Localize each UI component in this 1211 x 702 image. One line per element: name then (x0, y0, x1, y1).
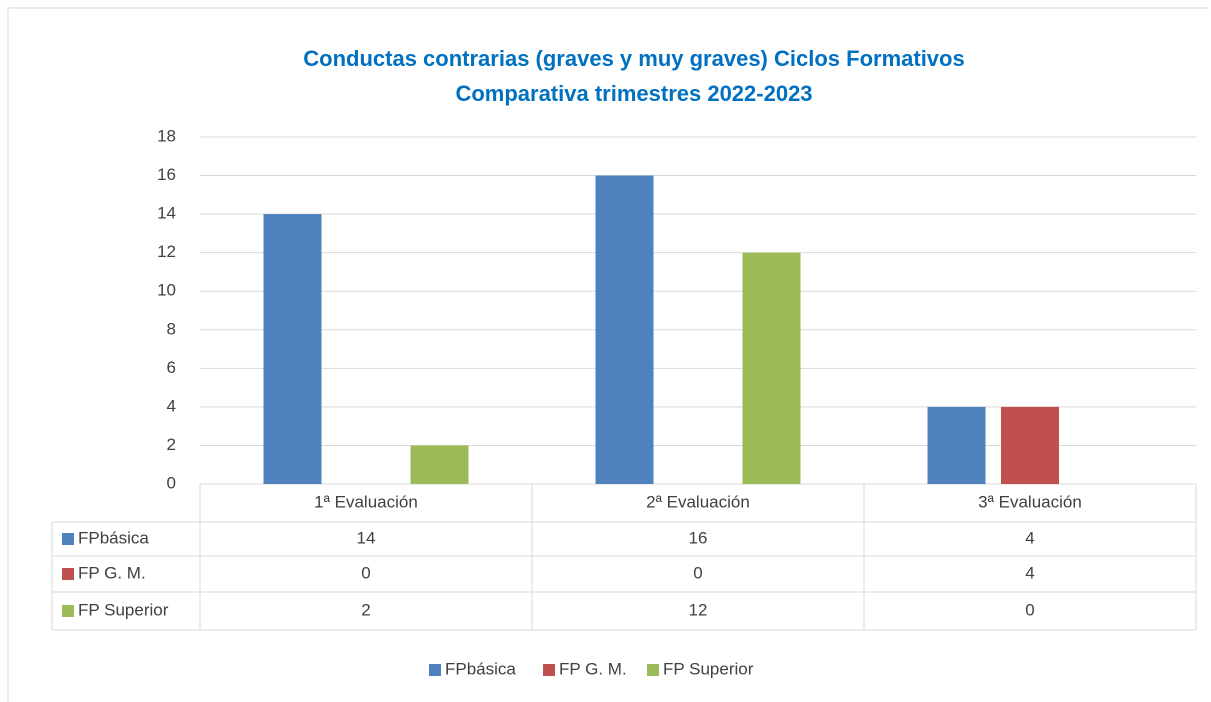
x-tick-label: 1ª Evaluación (314, 492, 418, 511)
y-tick-label: 2 (167, 435, 176, 454)
legend-key (429, 664, 441, 676)
chart-border (7, 7, 1209, 702)
bar (263, 214, 322, 484)
legend-key (647, 664, 659, 676)
table-value: 0 (1025, 600, 1034, 619)
y-tick-label: 6 (167, 358, 176, 377)
table-value: 0 (361, 563, 370, 582)
table-legend-key (62, 605, 74, 617)
table-legend-key (62, 533, 74, 545)
bar (410, 445, 469, 484)
table-value: 4 (1025, 563, 1034, 582)
y-tick-label: 4 (167, 396, 176, 415)
bar (1001, 406, 1059, 484)
y-tick-label: 0 (167, 473, 176, 492)
x-tick-label: 2ª Evaluación (646, 492, 750, 511)
legend-label: FPbásica (445, 659, 516, 678)
bar (595, 175, 654, 485)
table-value: 12 (689, 600, 708, 619)
chart-title: Conductas contrarias (graves y muy grave… (303, 46, 964, 71)
bar (742, 252, 801, 484)
table-series-name: FP G. M. (78, 563, 146, 582)
table-value: 14 (357, 528, 376, 547)
legend-label: FP G. M. (559, 659, 627, 678)
y-tick-label: 16 (157, 165, 176, 184)
x-tick-label: 3ª Evaluación (978, 492, 1082, 511)
y-tick-label: 12 (157, 242, 176, 261)
table-series-name: FP Superior (78, 600, 169, 619)
legend-label: FP Superior (663, 659, 754, 678)
table-value: 4 (1025, 528, 1034, 547)
y-tick-label: 8 (167, 319, 176, 338)
y-tick-label: 10 (157, 281, 176, 300)
y-tick-label: 14 (157, 204, 176, 223)
table-series-name: FPbásica (78, 528, 149, 547)
table-legend-key (62, 568, 74, 580)
chart-subtitle: Comparativa trimestres 2022-2023 (455, 81, 812, 106)
table-value: 2 (361, 600, 370, 619)
y-tick-label: 18 (157, 126, 176, 145)
legend-key (543, 664, 555, 676)
table-value: 0 (693, 563, 702, 582)
bar (927, 406, 986, 484)
table-value: 16 (689, 528, 708, 547)
